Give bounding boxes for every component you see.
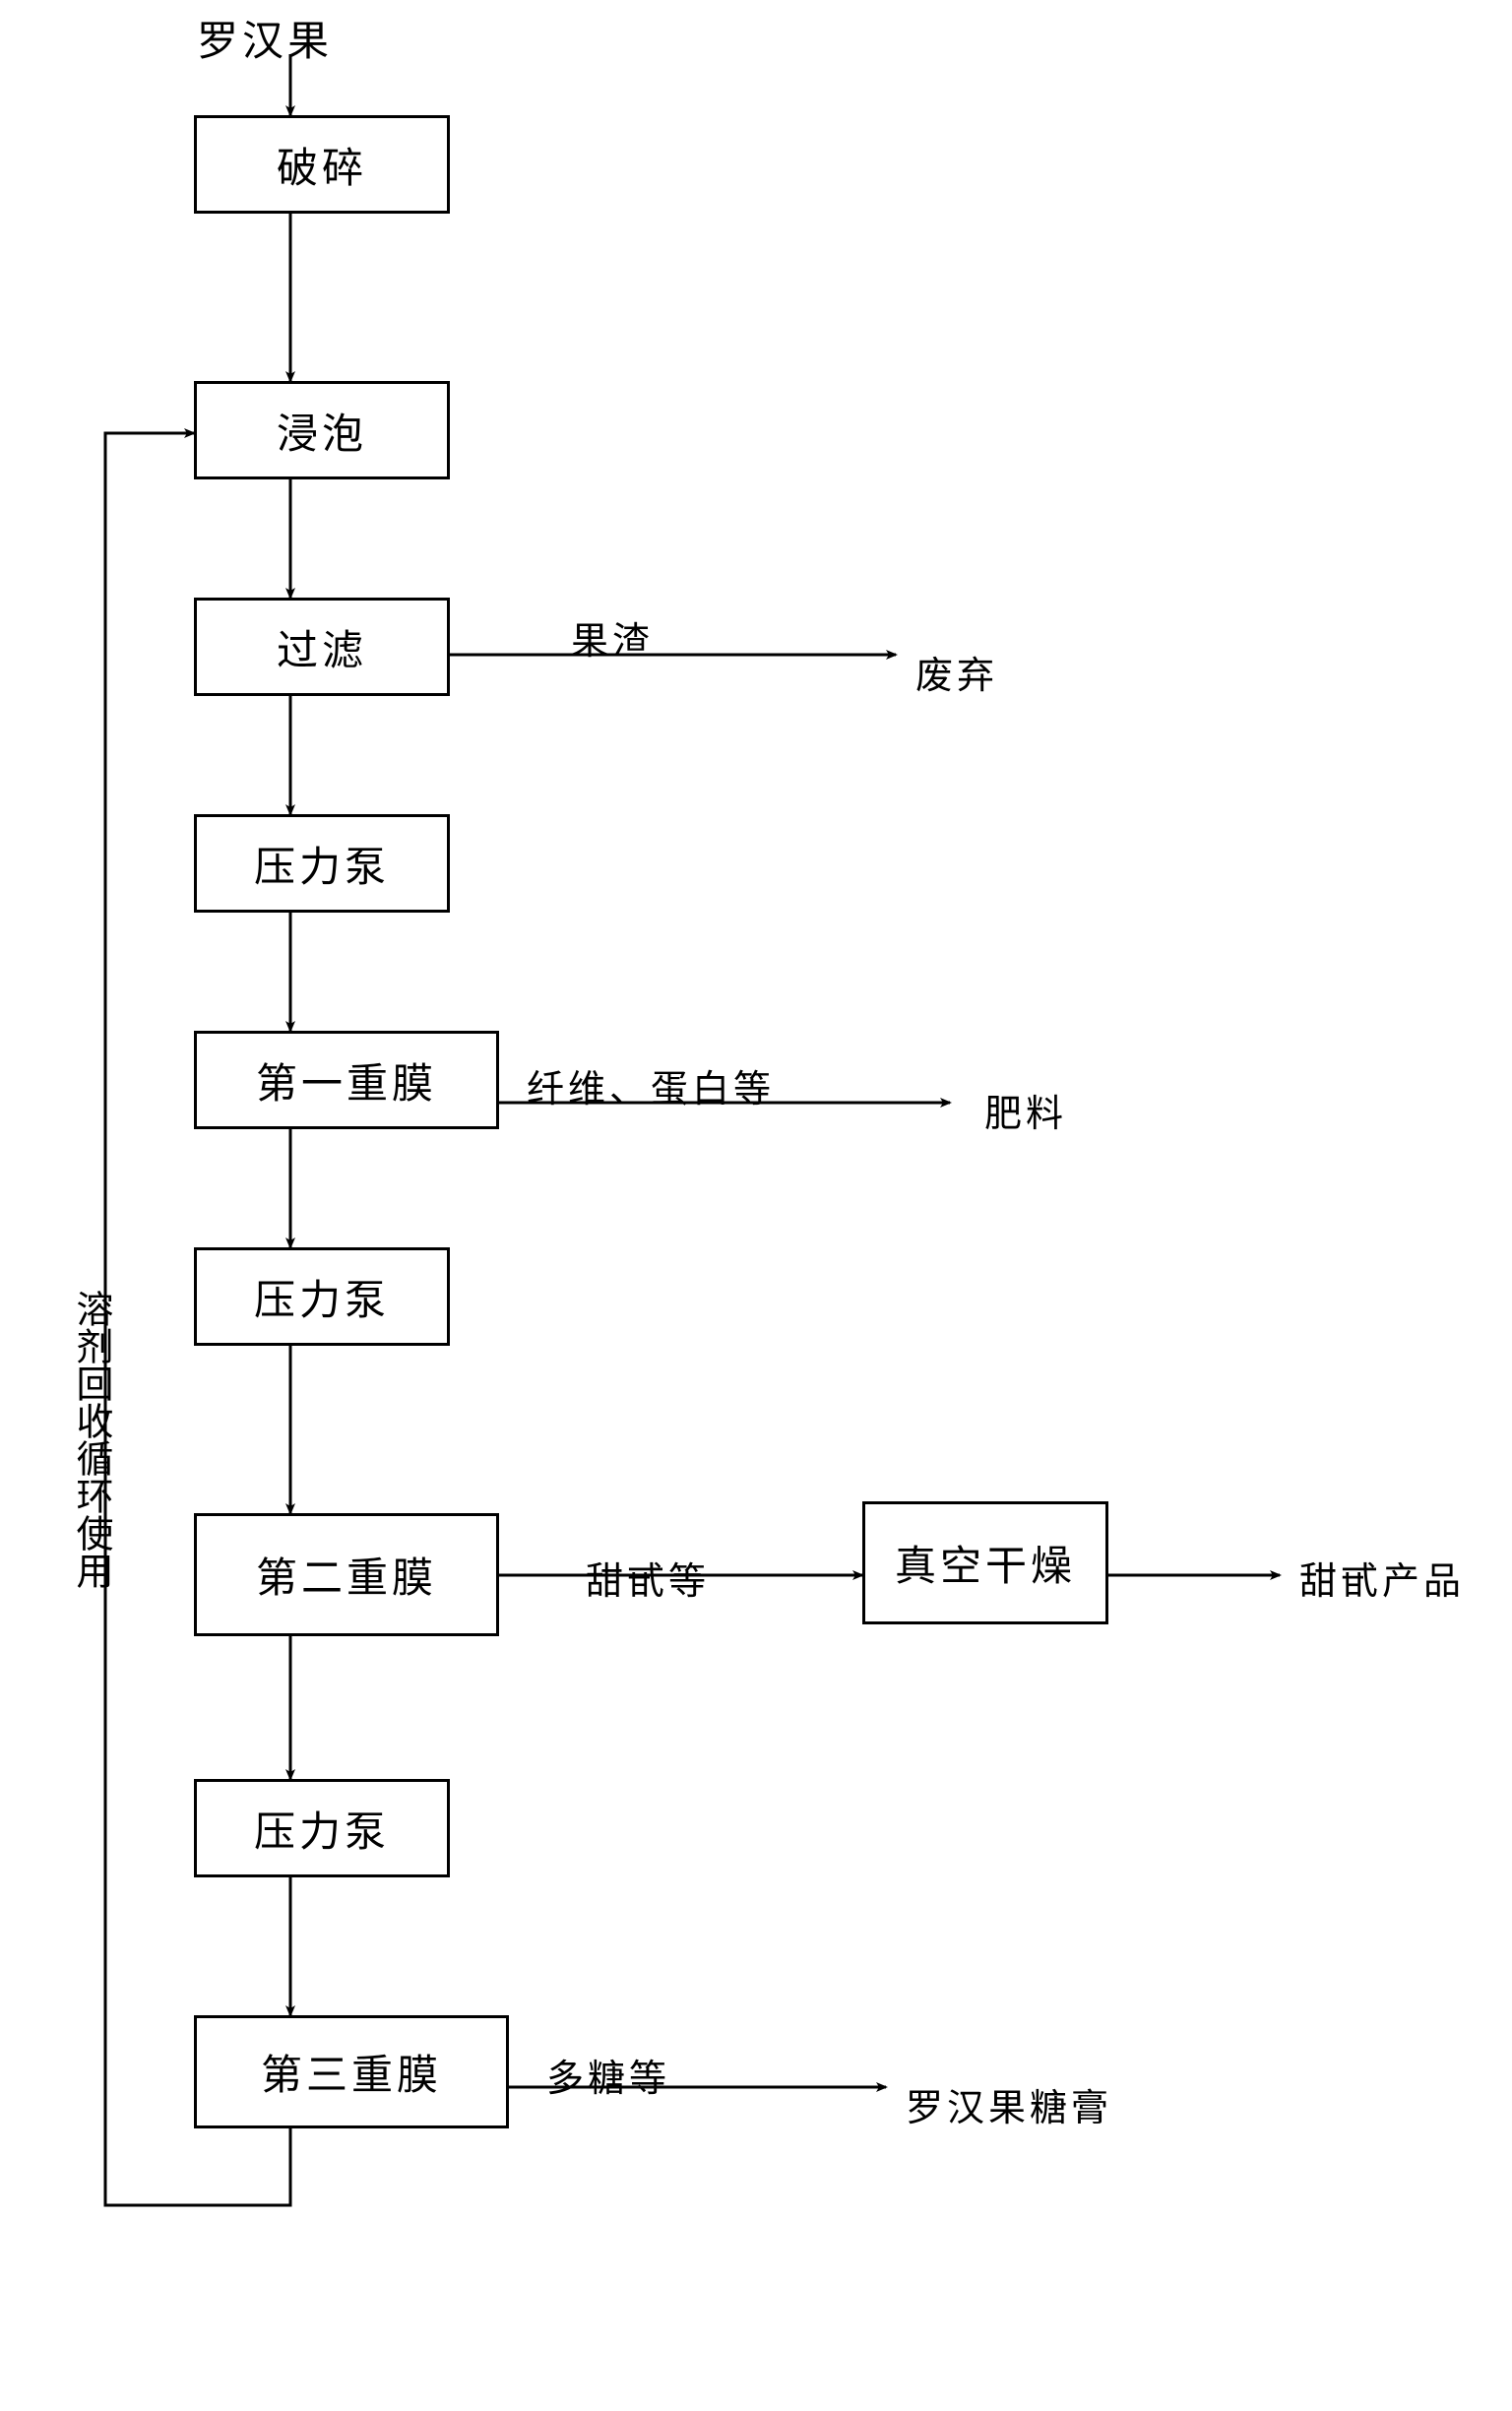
- node-crush-label: 破碎: [277, 135, 367, 195]
- node-vac-dry-label: 真空干燥: [895, 1533, 1076, 1593]
- node-crush: 破碎: [194, 115, 450, 214]
- node-memb-3-label: 第三重膜: [261, 2042, 442, 2102]
- output-syrup: 罗汉果糖膏: [906, 2077, 1112, 2131]
- edge-label-sweet: 甜甙等: [586, 1551, 710, 1605]
- output-discard: 废弃: [915, 645, 998, 699]
- node-memb-1-label: 第一重膜: [256, 1050, 437, 1110]
- node-memb-1: 第一重膜: [194, 1031, 499, 1129]
- edge-label-polysac: 多糖等: [546, 2048, 670, 2102]
- node-memb-2-label: 第二重膜: [256, 1545, 437, 1605]
- edge-label-pomace: 果渣: [571, 610, 654, 665]
- node-vac-dry: 真空干燥: [862, 1501, 1108, 1624]
- node-pump-3-label: 压力泵: [254, 1799, 390, 1859]
- node-pump-2: 压力泵: [194, 1247, 450, 1346]
- node-filter-label: 过滤: [277, 617, 367, 677]
- output-fertilizer: 肥料: [984, 1083, 1067, 1137]
- edge-label-fiber: 纤维、蛋白等: [527, 1058, 775, 1112]
- node-pump-1: 压力泵: [194, 814, 450, 913]
- node-soak: 浸泡: [194, 381, 450, 479]
- node-pump-1-label: 压力泵: [254, 834, 390, 894]
- recycle-label: 溶剂回收循环使用: [64, 1290, 118, 1589]
- node-filter: 过滤: [194, 598, 450, 696]
- node-memb-3: 第三重膜: [194, 2015, 509, 2128]
- output-sweet-prod: 甜甙产品: [1299, 1551, 1465, 1605]
- input-label: 罗汉果: [197, 8, 333, 68]
- node-pump-2-label: 压力泵: [254, 1267, 390, 1327]
- node-soak-label: 浸泡: [277, 401, 367, 461]
- node-memb-2: 第二重膜: [194, 1513, 499, 1636]
- node-pump-3: 压力泵: [194, 1779, 450, 1877]
